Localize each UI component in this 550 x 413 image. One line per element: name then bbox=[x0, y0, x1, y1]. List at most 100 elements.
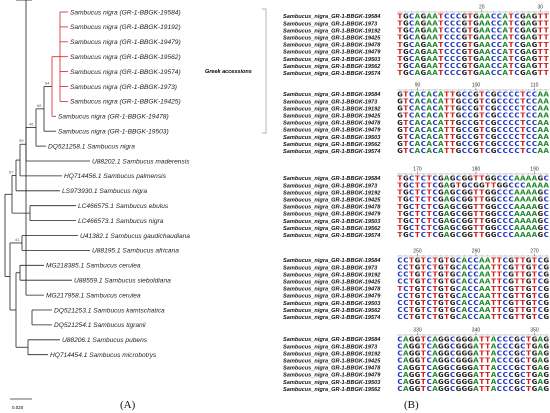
leaf-label: Sambucus nigra (GR-1-BBGK-1973) bbox=[70, 84, 177, 91]
ruler-label: 20 bbox=[479, 5, 485, 11]
ruler-label: 30 bbox=[538, 5, 544, 11]
sequence-name: Sambucus_nigra_GR-1-BBGK-19479 bbox=[283, 373, 381, 379]
sequence-name: Sambucus_nigra_GR-1-BBGK-19584 bbox=[283, 92, 381, 98]
sequence-name: Sambucus_nigra_GR-1-BBGK-1973 bbox=[283, 99, 378, 105]
sequence-name: Sambucus_nigra_GR-1-BBGK-1973 bbox=[283, 21, 378, 27]
sequence-name: Sambucus_nigra_GR-1-BBGK-19425 bbox=[283, 359, 381, 365]
sequence-name: Sambucus_nigra_GR-1-BBGK-19478 bbox=[283, 121, 381, 127]
ruler-label: 330 bbox=[413, 328, 422, 334]
sequence-name: Sambucus_nigra_GR-1-BBGK-19574 bbox=[283, 71, 381, 77]
sequence-name: Sambucus_nigra_GR-1-BBGK-19503 bbox=[283, 380, 381, 386]
ruler-label: 110 bbox=[530, 83, 538, 89]
panel-label: (B) bbox=[404, 399, 419, 411]
bootstrap-value: 99 bbox=[19, 138, 24, 143]
sequence-name: Sambucus_nigra_GR-1-BBGK-19503 bbox=[283, 301, 381, 307]
leaf-label: HQ714454.1 Sambucus microbotrys bbox=[50, 352, 157, 359]
sequence-name: Sambucus_nigra_GR-1-BBGK-19574 bbox=[283, 149, 381, 155]
sequence-name: Sambucus_nigra_GR-1-BBGK-19562 bbox=[283, 142, 381, 148]
scale-label: 0.020 bbox=[12, 405, 24, 410]
bootstrap-value: 98 bbox=[25, 0, 30, 1]
sequence-name: Sambucus_nigra_GR-1-BBGK-19479 bbox=[283, 128, 381, 134]
sequence-name: Sambucus_nigra_GR-1-BBGK-19192 bbox=[283, 190, 381, 196]
leaf-label: Sambucus nigra (GR-1-BBGK-19562) bbox=[70, 54, 181, 61]
sequence-name: Sambucus_nigra_GR-1-BBGK-19478 bbox=[283, 205, 381, 211]
bootstrap-value: 41 bbox=[15, 237, 20, 242]
sequence-name: Sambucus_nigra_GR-1-BBGK-19425 bbox=[283, 198, 381, 204]
sequence-name: Sambucus_nigra_GR-1-BBGK-19562 bbox=[283, 308, 381, 314]
ruler-label: 90 bbox=[415, 83, 421, 89]
ruler-label: 190 bbox=[530, 167, 539, 173]
sequence-name: Sambucus_nigra_GR-1-BBGK-19574 bbox=[283, 233, 381, 239]
leaf-label: Sambucus nigra (GR-1-BBGK-19425) bbox=[70, 99, 181, 106]
leaf-label: DQ521253.1 Sambucus kamtschatica bbox=[54, 307, 165, 314]
ruler-label: 340 bbox=[472, 328, 481, 334]
leaf-label: Sambucus nigra (GR-1-BBGK-19503) bbox=[58, 129, 169, 136]
leaf-label: LS973930.1 Sambucus nigra bbox=[62, 188, 147, 195]
group-bracket bbox=[262, 8, 267, 134]
sequence-name: Sambucus_nigra_GR-1-BBGK-19478 bbox=[283, 366, 381, 372]
sequence-name: Sambucus_nigra_GR-1-BBGK-19562 bbox=[283, 64, 381, 70]
leaf-label: Sambucus nigra (GR-1-BBGK-19192) bbox=[70, 24, 181, 31]
sequence-name: Sambucus_nigra_GR-1-BBGK-19478 bbox=[283, 287, 381, 293]
leaf-label: Sambucus nigra (GR-1-BBGK-19584) bbox=[70, 9, 181, 16]
leaf-label: LC466573.1 Sambucus nigra bbox=[78, 218, 164, 225]
sequence-name: Sambucus_nigra_GR-1-BBGK-19584 bbox=[283, 14, 381, 20]
sequence-name: Sambucus_nigra_GR-1-BBGK-19479 bbox=[283, 212, 381, 218]
sequence-name: Sambucus_nigra_GR-1-BBGK-1973 bbox=[283, 344, 378, 350]
bootstrap-value: 66 bbox=[37, 103, 42, 108]
leaf-label: U88195.1 Sambucus africana bbox=[92, 248, 179, 255]
leaf-label: MG218385.1 Sambucus cerulea bbox=[46, 263, 141, 270]
sequence-name: Sambucus_nigra_GR-1-BBGK-19192 bbox=[283, 272, 381, 278]
sequence-name: Sambucus_nigra_GR-1-BBGK-19562 bbox=[283, 226, 381, 232]
leaf-label: HQ714456.1 Sambucus palmensis bbox=[64, 173, 167, 180]
sequence-name: Sambucus_nigra_GR-1-BBGK-19479 bbox=[283, 294, 381, 300]
sequence-name: Sambucus_nigra_GR-1-BBGK-19192 bbox=[283, 28, 381, 34]
sequence-name: Sambucus_nigra_GR-1-BBGK-19192 bbox=[283, 106, 381, 112]
leaf-label: U41382.1 Sambucus gaudichaudiana bbox=[80, 233, 190, 240]
leaf-label: U88559.1 Sambucus sieboldiana bbox=[74, 278, 171, 285]
leaf-label: Sambucus nigra (GR-1-BBGK-19478) bbox=[58, 114, 169, 121]
sequence-name: Sambucus_nigra_GR-1-BBGK-19562 bbox=[283, 387, 381, 393]
bootstrap-value: 46 bbox=[29, 121, 34, 126]
ruler-label: 100 bbox=[472, 83, 481, 89]
panel-label: (A) bbox=[120, 399, 136, 411]
ruler-label: 260 bbox=[472, 249, 481, 255]
leaf-label: Sambucus nigra (GR-1-BBGK-19479) bbox=[70, 39, 181, 46]
ruler-label: 350 bbox=[530, 328, 539, 334]
leaf-label: MG217958.1 Sambucus cerulea bbox=[46, 292, 141, 299]
sequence-name: Sambucus_nigra_GR-1-BBGK-19584 bbox=[283, 337, 381, 343]
leaf-label: Sambucus nigra (GR-1-BBGK-19574) bbox=[70, 69, 181, 76]
